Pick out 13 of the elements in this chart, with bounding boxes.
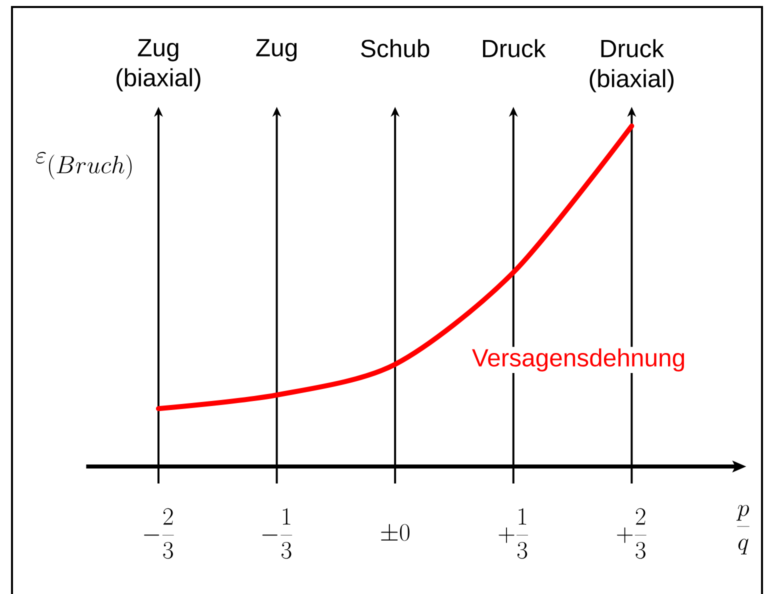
- x-tick-label: $\pm 0$: [381, 524, 410, 541]
- x-tick-label: $-\frac{1}{3}$: [262, 508, 292, 559]
- x-tick-label: $+\frac{1}{3}$: [498, 508, 528, 559]
- x-tick-label: $-\frac{2}{3}$: [144, 508, 174, 559]
- series-label: Versagensdehnung: [472, 348, 684, 372]
- ref-line-label: Zug: [256, 39, 297, 62]
- ref-line-label: Druck (biaxial): [590, 39, 674, 92]
- ref-line-label: Schub: [361, 39, 430, 58]
- ref-line-label: Druck: [483, 39, 546, 58]
- ref-line-label: Zug (biaxial): [116, 39, 200, 92]
- x-axis-title: $\frac{p}{q}$: [736, 504, 750, 554]
- y-axis-title: $\varepsilon_{(Bruch)}$: [36, 152, 132, 180]
- x-tick-label: $+\frac{2}{3}$: [617, 508, 646, 559]
